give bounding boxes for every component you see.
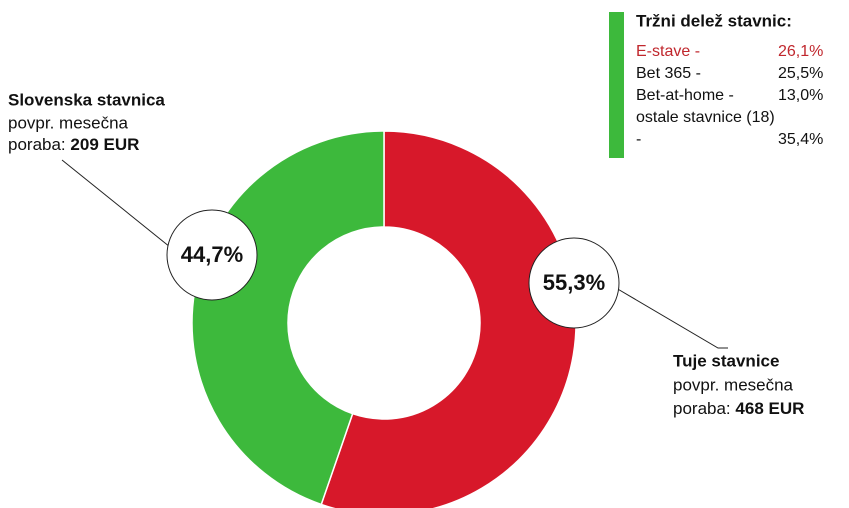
- legend-row: ostale stavnice (18) -35,4%: [636, 107, 823, 151]
- note: povpr. mesečna: [8, 113, 129, 132]
- note: poraba: 209 EUR: [8, 135, 139, 154]
- legend-name: ostale stavnice (18) -: [636, 109, 775, 148]
- value-label: 44,7%: [181, 242, 243, 267]
- slice: [320, 130, 577, 508]
- legend-bar: [609, 12, 624, 158]
- legend-share: 25,5%: [778, 65, 824, 82]
- legend: E-stave - 26,1% Bet 365 - 25,5% Bet-at-home …: [636, 41, 823, 151]
- leader-line: [615, 287, 728, 349]
- legend-row: E-stave - 26,1%: [636, 41, 823, 63]
- leader-line: [61, 159, 171, 248]
- legend-title: Tržni delež stavnic:: [636, 11, 792, 30]
- legend-row: Bet-at-home - 13,0%: [636, 85, 823, 107]
- legend-name: Bet 365 -: [636, 65, 701, 82]
- slice-name: Tuje stavnice: [673, 351, 779, 370]
- legend-share: 35,4%: [778, 131, 824, 148]
- slice-name: Slovenska stavnica: [8, 90, 165, 109]
- legend-row: Bet 365 - 25,5%: [636, 63, 823, 85]
- legend-name: Bet-at-home -: [636, 87, 734, 104]
- note: povpr. mesečna: [673, 375, 794, 394]
- note: poraba: 468 EUR: [673, 399, 804, 418]
- legend-name: E-stave -: [636, 43, 701, 60]
- label-circle: [166, 209, 258, 301]
- value-label: 55,3%: [543, 270, 605, 295]
- legend-share: 13,0%: [778, 87, 824, 104]
- legend-share: 26,1%: [778, 43, 824, 60]
- label-circle: [528, 237, 620, 329]
